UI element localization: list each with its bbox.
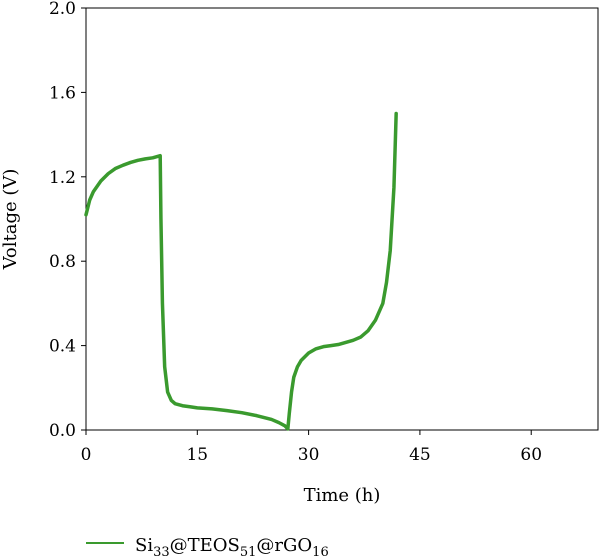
series-line — [84, 111, 398, 431]
legend-label-part: @rGO — [256, 535, 312, 556]
y-axis: 0.0 0.4 0.8 1.2 1.6 2.0 — [49, 0, 86, 441]
x-axis: 0 15 30 45 60 — [81, 430, 542, 465]
y-tick-label: 1.2 — [49, 168, 76, 188]
legend-label-part: @TEOS — [170, 535, 240, 556]
legend-label-subscript: 16 — [312, 545, 329, 558]
x-tick-label: 0 — [81, 445, 92, 465]
y-tick-label: 2.0 — [49, 0, 76, 19]
legend-label: Si33@TEOS51@rGO16 — [135, 535, 329, 558]
y-tick-label: 1.6 — [49, 83, 76, 103]
x-tick-label: 60 — [520, 445, 542, 465]
x-axis-title: Time (h) — [304, 485, 381, 506]
x-tick-label: 45 — [409, 445, 431, 465]
legend-label-part: Si — [135, 535, 153, 556]
legend-label-subscript: 51 — [240, 545, 257, 558]
y-tick-label: 0.8 — [49, 252, 76, 272]
series-layer — [84, 111, 398, 431]
x-tick-label: 15 — [186, 445, 208, 465]
legend: Si33@TEOS51@rGO16 — [86, 535, 329, 558]
legend-label-subscript: 33 — [153, 545, 170, 558]
y-tick-label: 0.4 — [49, 337, 76, 357]
y-tick-label: 0.0 — [49, 421, 76, 441]
y-axis-title: Voltage (V) — [0, 169, 21, 271]
x-tick-label: 30 — [298, 445, 320, 465]
plot-frame — [85, 7, 599, 431]
